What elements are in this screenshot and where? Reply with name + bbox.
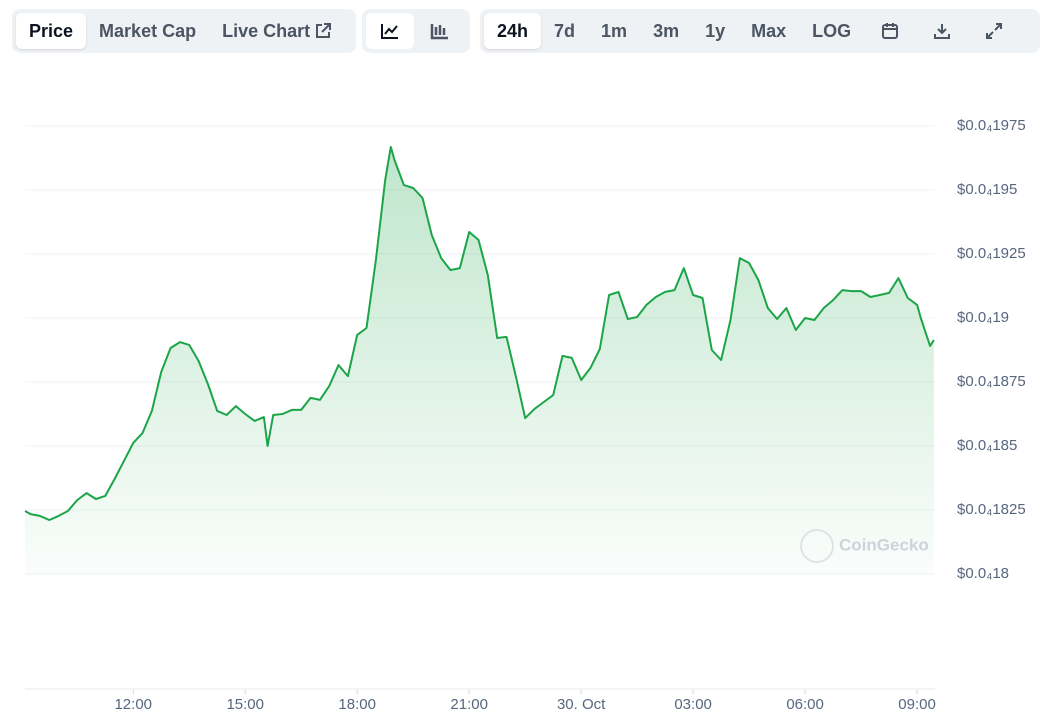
tab[interactable]: Live Chart xyxy=(209,13,345,49)
x-tick-label: 06:00 xyxy=(786,696,824,713)
tab[interactable]: Price xyxy=(16,13,87,49)
range-button[interactable]: 7d xyxy=(554,20,576,41)
y-tick-label: $0.0₄19 xyxy=(957,309,1009,326)
price-area xyxy=(25,147,934,574)
line-icon xyxy=(381,24,398,39)
range-button[interactable]: Max xyxy=(751,20,787,41)
x-tick-label: 30. Oct xyxy=(557,696,606,713)
chart-type-group xyxy=(362,9,470,53)
tab[interactable]: Market Cap xyxy=(99,20,197,41)
x-tick-label: 21:00 xyxy=(450,696,488,713)
range-button[interactable]: 3m xyxy=(653,20,680,41)
calendar-icon xyxy=(882,23,899,39)
fullscreen-icon xyxy=(986,23,1003,39)
x-tick-label: 03:00 xyxy=(674,696,712,713)
watermark: CoinGecko xyxy=(800,529,929,563)
x-tick-label: 15:00 xyxy=(226,696,264,713)
price-line xyxy=(24,146,935,521)
y-tick-label: $0.0₄1875 xyxy=(957,373,1026,390)
watermark-text: CoinGecko xyxy=(839,535,929,554)
range-group: 24h 7d 1m 3m 1y Max LOG xyxy=(480,9,1040,53)
y-tick-label: $0.0₄195 xyxy=(957,181,1017,198)
tab-label: Live Chart xyxy=(222,20,311,41)
range-button[interactable]: LOG xyxy=(812,20,852,41)
download-button[interactable] xyxy=(916,13,968,49)
candle-type-button[interactable] xyxy=(414,13,466,49)
calendar-button[interactable] xyxy=(864,13,916,49)
download-icon xyxy=(934,24,951,39)
y-tick-label: $0.0₄185 xyxy=(957,437,1017,454)
y-tick-label: $0.0₄1975 xyxy=(957,117,1026,134)
y-tick-label: $0.0₄1925 xyxy=(957,245,1026,262)
x-tick-label: 18:00 xyxy=(338,696,376,713)
tab-group: Price Market Cap Live Chart xyxy=(12,9,356,53)
range-button[interactable]: 1m xyxy=(601,20,628,41)
range-button[interactable]: 24h xyxy=(484,13,542,49)
range-button[interactable]: 1y xyxy=(705,20,726,41)
candle-icon xyxy=(430,24,448,40)
x-tick-label: 09:00 xyxy=(898,696,936,713)
line-type-button[interactable] xyxy=(366,13,414,49)
fullscreen-button[interactable] xyxy=(968,13,1020,49)
y-tick-label: $0.0₄18 xyxy=(957,565,1009,582)
x-tick-label: 12:00 xyxy=(114,696,152,713)
external-icon xyxy=(316,23,332,38)
y-tick-label: $0.0₄1825 xyxy=(957,501,1026,518)
